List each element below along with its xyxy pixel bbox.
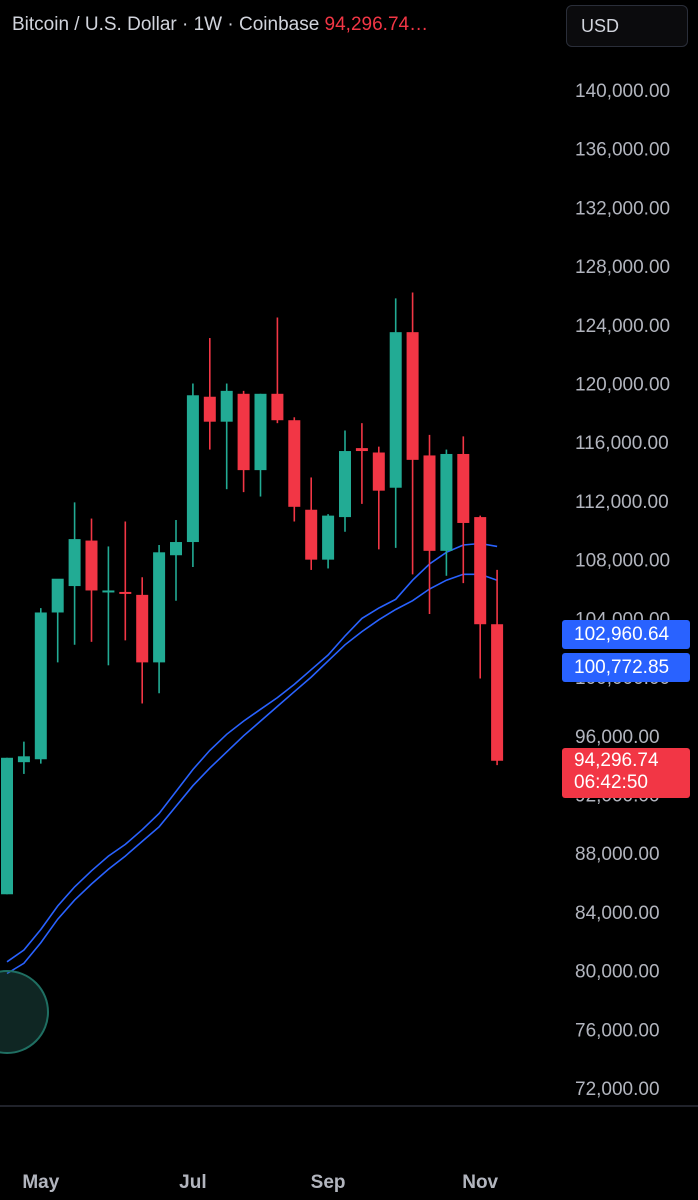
candle-body (305, 509, 318, 560)
candle-body (440, 453, 453, 551)
highlight-circle (0, 970, 49, 1054)
y-tick-label: 88,000.00 (575, 844, 660, 865)
candle-body (51, 578, 64, 613)
candle (1, 757, 13, 895)
candle (102, 546, 115, 666)
candle (305, 477, 318, 570)
x-tick-label: Jul (179, 1172, 206, 1193)
candle-body (423, 455, 436, 551)
bar-countdown: 06:42:50 (574, 772, 648, 793)
candle (203, 338, 216, 450)
ma-price-label-2: 100,772.85 (562, 653, 690, 682)
candle-body (186, 395, 199, 543)
candle-body (322, 515, 335, 560)
currency-button[interactable]: USD (566, 5, 688, 47)
y-tick-label: 132,000.00 (575, 198, 670, 219)
candle-body (254, 393, 267, 471)
moving-average-lines (6, 542, 498, 975)
candle (17, 741, 30, 774)
candle (406, 292, 419, 575)
candle-body (17, 756, 30, 763)
header-price: 94,296.74… (324, 14, 429, 35)
x-tick-label: May (22, 1172, 59, 1193)
candle-body (102, 590, 115, 593)
candle-body (474, 517, 487, 625)
candle (51, 578, 64, 663)
y-tick-label: 84,000.00 (575, 903, 660, 924)
candle (355, 423, 368, 504)
y-tick-label: 140,000.00 (575, 81, 670, 102)
candle (85, 518, 98, 642)
highlight-marker (0, 970, 49, 1054)
candle (322, 514, 335, 569)
candle-body (339, 451, 351, 518)
candle (423, 434, 436, 614)
candle (119, 521, 132, 641)
price-axis[interactable]: 140,000.00 136,000.00 132,000.00 128,000.00… (575, 81, 670, 1100)
candle (288, 417, 301, 522)
candles (1, 292, 504, 895)
candle-body (491, 624, 504, 761)
time-axis[interactable]: May Jul Sep Nov (22, 1172, 498, 1193)
candle (153, 544, 166, 694)
candle (372, 446, 385, 550)
candle (68, 502, 81, 645)
candle-body (170, 542, 182, 556)
ma-price-label-1: 102,960.64 (562, 620, 690, 649)
candle (339, 430, 351, 532)
candle-body (237, 393, 250, 471)
candle-body (119, 591, 132, 594)
candle-body (271, 393, 284, 421)
ma-line-1 (6, 542, 498, 963)
y-tick-label: 96,000.00 (575, 727, 660, 748)
candle-body (68, 539, 81, 587)
candle (491, 569, 504, 766)
candle-body (220, 390, 233, 422)
candle-body (153, 552, 166, 663)
candle (170, 520, 182, 601)
y-tick-label: 120,000.00 (575, 375, 670, 396)
symbol-header[interactable]: Bitcoin / U.S. Dollar · 1W · Coinbase 94… (12, 14, 428, 36)
y-tick-label: 80,000.00 (575, 962, 660, 983)
y-tick-label: 108,000.00 (575, 551, 670, 572)
ma-line-2 (6, 573, 498, 975)
symbol-title: Bitcoin / U.S. Dollar · 1W · Coinbase (12, 14, 320, 35)
y-tick-label: 124,000.00 (575, 316, 670, 337)
candle-body (288, 420, 301, 507)
last-price-label: 94,296.74 06:42:50 (562, 748, 690, 798)
last-price-value: 94,296.74 (574, 750, 659, 771)
candle-body (203, 396, 216, 422)
y-tick-label: 136,000.00 (575, 140, 670, 161)
y-tick-label: 116,000.00 (575, 433, 669, 454)
candle-body (85, 540, 98, 591)
candle-body (457, 453, 470, 523)
candle (457, 436, 470, 584)
candle (474, 515, 487, 679)
candle-body (34, 612, 47, 760)
candle-body (1, 757, 13, 895)
candle (254, 393, 267, 497)
candle (220, 383, 233, 490)
candle-body (372, 452, 385, 491)
candle-body (355, 448, 368, 452)
y-tick-label: 76,000.00 (575, 1020, 660, 1041)
candle (186, 383, 199, 567)
y-tick-label: 112,000.00 (575, 492, 669, 513)
candle (440, 449, 453, 576)
candle (237, 390, 250, 493)
candle (389, 298, 402, 548)
candle-body (406, 332, 419, 460)
candle (136, 577, 149, 704)
candle-body (136, 594, 149, 663)
candle-body (389, 332, 402, 488)
candle (34, 608, 47, 764)
candle (271, 317, 284, 424)
x-tick-label: Nov (462, 1172, 498, 1193)
x-tick-label: Sep (311, 1172, 346, 1193)
y-tick-label: 72,000.00 (575, 1079, 660, 1100)
y-tick-label: 128,000.00 (575, 257, 670, 278)
